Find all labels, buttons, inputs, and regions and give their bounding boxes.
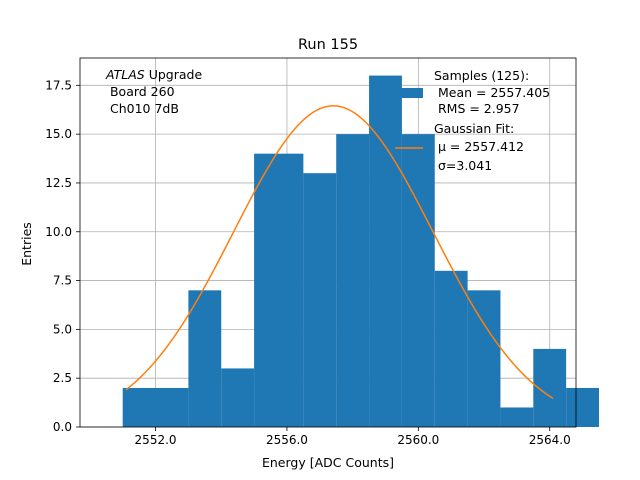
annotation-line-1: ATLAS Upgrade xyxy=(105,67,202,82)
y-tick-label: 5.0 xyxy=(53,322,72,336)
legend-samples-mean: Mean = 2557.405 xyxy=(434,85,550,100)
histogram-bar xyxy=(336,134,370,427)
y-tick-label: 17.5 xyxy=(45,78,72,92)
x-tick-label: 2552.0 xyxy=(135,433,177,447)
histogram-bar xyxy=(401,134,435,427)
annotation-line-2: Board 260 xyxy=(106,84,175,99)
y-tick-label: 7.5 xyxy=(53,274,72,288)
annotation-line-3: Ch010 7dB xyxy=(106,101,179,116)
legend-samples-title: Samples (125): xyxy=(434,68,529,83)
axes-frame xyxy=(79,57,577,428)
x-axis-label: Energy [ADC Counts] xyxy=(262,455,394,470)
annotation-upgrade: Upgrade xyxy=(145,67,203,82)
legend-fit-title: Gaussian Fit: xyxy=(434,121,514,136)
y-tick-label: 15.0 xyxy=(45,127,72,141)
histogram-bar xyxy=(122,387,189,427)
histogram-bar xyxy=(303,173,337,427)
histogram-bar xyxy=(188,290,222,427)
x-tick-label: 2560.0 xyxy=(397,433,439,447)
legend-samples-swatch xyxy=(395,88,423,98)
y-tick-label: 12.5 xyxy=(45,176,72,190)
histogram-bar xyxy=(467,290,501,427)
annotation-block: ATLAS Upgrade Board 260 Ch010 7dB xyxy=(105,67,202,116)
x-tick-label: 2564.0 xyxy=(529,433,571,447)
y-tick-label: 0.0 xyxy=(53,420,72,434)
histogram-bar xyxy=(566,387,599,427)
legend-samples-rms: RMS = 2.957 xyxy=(434,101,520,116)
y-axis-label: Entries xyxy=(19,222,34,266)
plot-area: 2552.0 2556.0 2560.0 2564.0 0.0 2.5 5.0 7.5 10.0… xyxy=(45,57,599,447)
histogram-bar xyxy=(221,368,255,427)
chart-title: Run 155 xyxy=(298,37,358,53)
histogram-bar xyxy=(369,75,402,428)
annotation-atlas-italic: ATLAS xyxy=(105,67,145,82)
y-tick-label: 10.0 xyxy=(45,225,72,239)
x-tick-label: 2556.0 xyxy=(266,433,308,447)
legend: Samples (125): Mean = 2557.405 RMS = 2.9… xyxy=(395,68,550,173)
gaussian-fit-line xyxy=(125,105,554,400)
legend-fit-sigma: σ=3.041 xyxy=(434,158,492,173)
histogram-bar xyxy=(254,153,304,427)
histogram-bar xyxy=(434,270,468,427)
y-tick-label: 2.5 xyxy=(53,371,72,385)
histogram-bar xyxy=(500,407,534,427)
legend-fit-mu: μ = 2557.412 xyxy=(434,139,524,154)
